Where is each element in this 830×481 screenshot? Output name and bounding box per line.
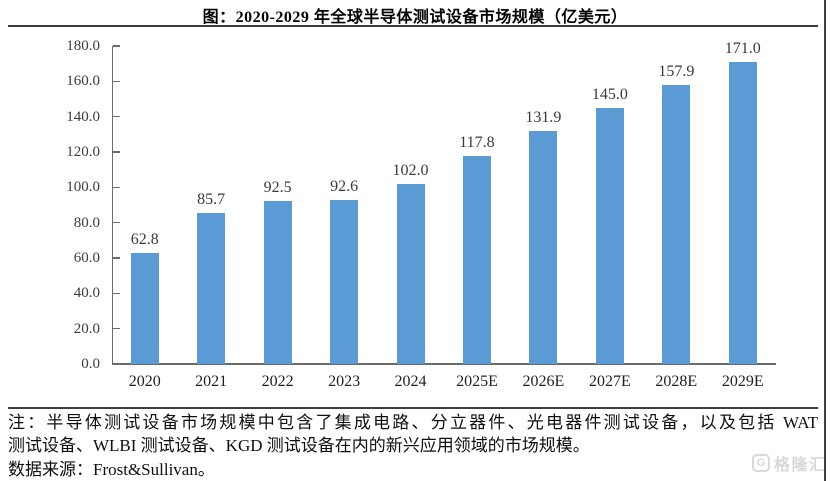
x-axis-tick-label: 2023: [328, 373, 361, 390]
bar-value-label: 157.9: [658, 63, 695, 81]
x-axis-tick-label: 2024: [394, 373, 427, 390]
x-axis-tick-label: 2022: [261, 373, 294, 390]
bar-value-label: 171.0: [724, 39, 761, 57]
bar-value-label: 131.9: [525, 108, 562, 126]
y-axis-tick: [113, 186, 120, 189]
chart-title: 图：2020-2029 年全球半导体测试设备市场规模（亿美元）: [202, 9, 628, 26]
y-axis-tick-label: 180.0: [66, 38, 100, 54]
top-divider: [8, 25, 818, 27]
bar-value-label: 92.6: [330, 178, 359, 196]
y-axis-tick-label: 20.0: [73, 320, 100, 337]
bar-value-label: 92.5: [263, 178, 292, 196]
bottom-divider: [8, 407, 818, 409]
bar: [595, 107, 624, 364]
x-axis-tick-label: 2025E: [456, 373, 498, 390]
bar: [662, 85, 691, 364]
x-axis-line: [111, 363, 776, 365]
y-axis-tick: [113, 257, 120, 259]
x-axis-tick-label: 2027E: [588, 373, 631, 390]
gelonghui-watermark: G 格隆汇: [752, 451, 827, 475]
x-axis-tick-label: 2026E: [522, 373, 565, 390]
y-axis-tick-label: 120.0: [66, 144, 100, 160]
y-axis-tick: [113, 80, 120, 83]
gelonghui-logo-icon: G: [752, 454, 770, 472]
bar: [130, 253, 159, 364]
x-axis-tick-label: 2020: [128, 373, 161, 390]
y-axis-tick-label: 160.0: [66, 73, 100, 90]
x-axis-tick-label: 2028E: [655, 373, 698, 390]
gelonghui-watermark-text: 格隆汇: [774, 457, 827, 474]
y-axis-tick: [113, 45, 120, 47]
y-axis-tick: [113, 327, 120, 330]
page-right-border: [824, 0, 826, 481]
bar-value-label: 85.7: [197, 190, 226, 208]
bar-value-label: 145.0: [591, 85, 628, 103]
y-axis-tick: [113, 115, 120, 118]
y-axis-tick: [113, 292, 120, 295]
y-axis-tick: [113, 221, 120, 224]
footnote-line-1: 注：半导体测试设备市场规模中包含了集成电路、分立器件、光电器件测试设备，以及包括…: [8, 413, 818, 432]
bar: [197, 212, 226, 364]
x-axis-tick-label: 2021: [195, 373, 228, 390]
data-source-line: 数据来源：Frost&Sullivan。: [8, 460, 215, 479]
footnote-line-2: 测试设备、WLBI 测试设备、KGD 测试设备在内的新兴应用领域的市场规模。: [8, 436, 590, 455]
y-axis-line: [111, 46, 113, 364]
bar: [263, 200, 292, 364]
x-axis-tick-label: 2029E: [721, 373, 764, 390]
y-axis-tick-label: 0.0: [81, 356, 100, 372]
bar-value-label: 117.8: [459, 133, 495, 151]
bar: [462, 155, 491, 364]
bar: [728, 61, 757, 364]
y-axis-tick-label: 80.0: [73, 214, 100, 231]
y-axis-tick-label: 60.0: [73, 250, 100, 266]
bar: [330, 200, 359, 364]
bar: [529, 130, 558, 364]
y-axis-tick: [113, 151, 120, 153]
y-axis-tick-label: 40.0: [73, 285, 100, 302]
bar-value-label: 62.8: [130, 231, 159, 249]
y-axis-tick-label: 140.0: [66, 108, 100, 125]
bar-value-label: 102.0: [392, 161, 429, 179]
bar: [396, 183, 425, 364]
y-axis-tick-label: 100.0: [66, 179, 100, 196]
